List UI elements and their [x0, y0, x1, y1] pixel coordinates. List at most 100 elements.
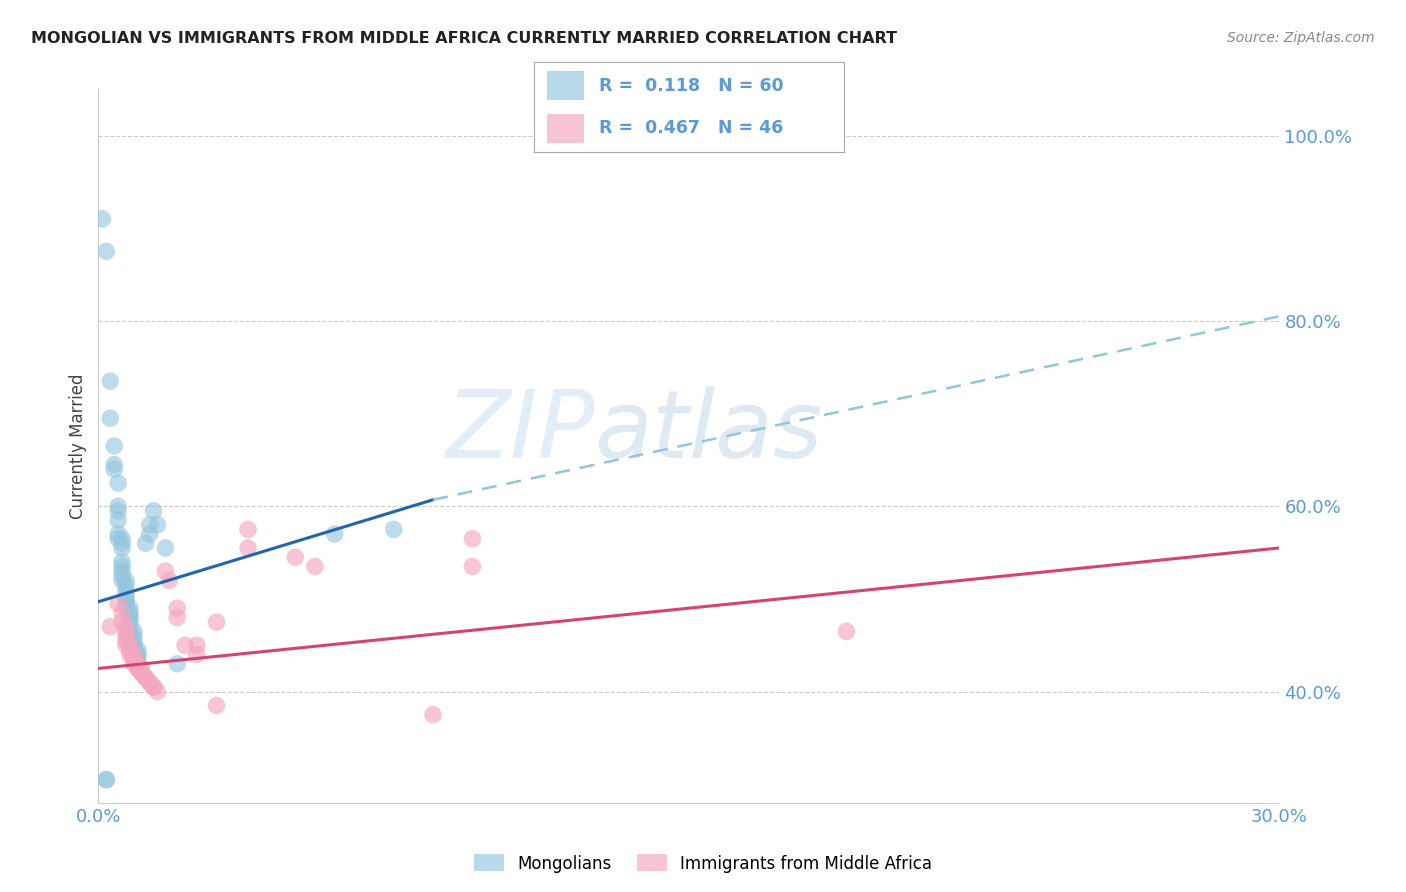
- Point: [115, 601, 138, 615]
- Point: [166, 601, 188, 615]
- Point: [122, 629, 145, 643]
- Text: Source: ZipAtlas.com: Source: ZipAtlas.com: [1227, 31, 1375, 45]
- Point: [323, 527, 346, 541]
- Point: [98, 620, 121, 634]
- Point: [107, 532, 129, 546]
- Point: [122, 638, 145, 652]
- Point: [103, 458, 125, 472]
- Point: [142, 680, 165, 694]
- Point: [835, 624, 858, 639]
- Point: [127, 657, 149, 671]
- Point: [127, 643, 149, 657]
- Point: [115, 587, 138, 601]
- Point: [115, 591, 138, 606]
- Point: [111, 615, 134, 629]
- Text: R =  0.467   N = 46: R = 0.467 N = 46: [599, 120, 783, 137]
- Point: [115, 633, 138, 648]
- Point: [138, 527, 160, 541]
- Point: [122, 652, 145, 666]
- Point: [103, 439, 125, 453]
- Point: [142, 680, 165, 694]
- Point: [236, 541, 259, 555]
- Point: [135, 671, 157, 685]
- Point: [138, 517, 160, 532]
- Point: [174, 638, 197, 652]
- Point: [284, 550, 307, 565]
- Point: [115, 578, 138, 592]
- Point: [115, 624, 138, 639]
- Point: [186, 648, 208, 662]
- Text: ZIP: ZIP: [444, 386, 595, 477]
- Point: [98, 411, 121, 425]
- Point: [115, 629, 138, 643]
- Text: R =  0.118   N = 60: R = 0.118 N = 60: [599, 77, 785, 95]
- Point: [107, 476, 129, 491]
- Text: atlas: atlas: [595, 386, 823, 477]
- Point: [122, 657, 145, 671]
- Point: [122, 643, 145, 657]
- Point: [127, 648, 149, 662]
- Point: [118, 606, 141, 620]
- Y-axis label: Currently Married: Currently Married: [69, 373, 87, 519]
- Point: [111, 606, 134, 620]
- Point: [118, 615, 141, 629]
- Point: [118, 648, 141, 662]
- Point: [111, 564, 134, 578]
- Point: [122, 624, 145, 639]
- Point: [118, 643, 141, 657]
- Point: [96, 772, 118, 787]
- Point: [111, 541, 134, 555]
- Point: [127, 661, 149, 675]
- Point: [122, 633, 145, 648]
- Point: [205, 698, 228, 713]
- Point: [111, 574, 134, 588]
- Point: [115, 574, 138, 588]
- Point: [91, 211, 114, 226]
- Point: [111, 536, 134, 550]
- Point: [422, 707, 444, 722]
- Point: [115, 620, 138, 634]
- Point: [107, 597, 129, 611]
- Point: [118, 620, 141, 634]
- Point: [107, 500, 129, 514]
- Point: [142, 504, 165, 518]
- Point: [122, 638, 145, 652]
- Point: [107, 527, 129, 541]
- Point: [118, 610, 141, 624]
- Point: [111, 559, 134, 574]
- Point: [166, 657, 188, 671]
- Point: [236, 523, 259, 537]
- Point: [127, 648, 149, 662]
- Point: [146, 517, 169, 532]
- Point: [146, 684, 169, 698]
- Point: [118, 643, 141, 657]
- Point: [131, 666, 153, 681]
- Point: [138, 675, 160, 690]
- Point: [115, 591, 138, 606]
- Text: MONGOLIAN VS IMMIGRANTS FROM MIDDLE AFRICA CURRENTLY MARRIED CORRELATION CHART: MONGOLIAN VS IMMIGRANTS FROM MIDDLE AFRI…: [31, 31, 897, 46]
- Bar: [547, 114, 583, 143]
- Point: [157, 574, 180, 588]
- Point: [111, 568, 134, 582]
- Point: [103, 462, 125, 476]
- Point: [111, 532, 134, 546]
- Point: [127, 661, 149, 675]
- Point: [205, 615, 228, 629]
- Point: [98, 374, 121, 388]
- Point: [118, 638, 141, 652]
- Point: [166, 610, 188, 624]
- Bar: [547, 71, 583, 100]
- Point: [118, 601, 141, 615]
- Point: [127, 657, 149, 671]
- Point: [127, 652, 149, 666]
- Point: [155, 541, 177, 555]
- Point: [107, 513, 129, 527]
- Point: [115, 638, 138, 652]
- Point: [111, 555, 134, 569]
- Point: [138, 675, 160, 690]
- Point: [131, 666, 153, 681]
- Point: [135, 536, 157, 550]
- Legend: Mongolians, Immigrants from Middle Africa: Mongolians, Immigrants from Middle Afric…: [467, 847, 939, 880]
- Point: [122, 652, 145, 666]
- Point: [115, 597, 138, 611]
